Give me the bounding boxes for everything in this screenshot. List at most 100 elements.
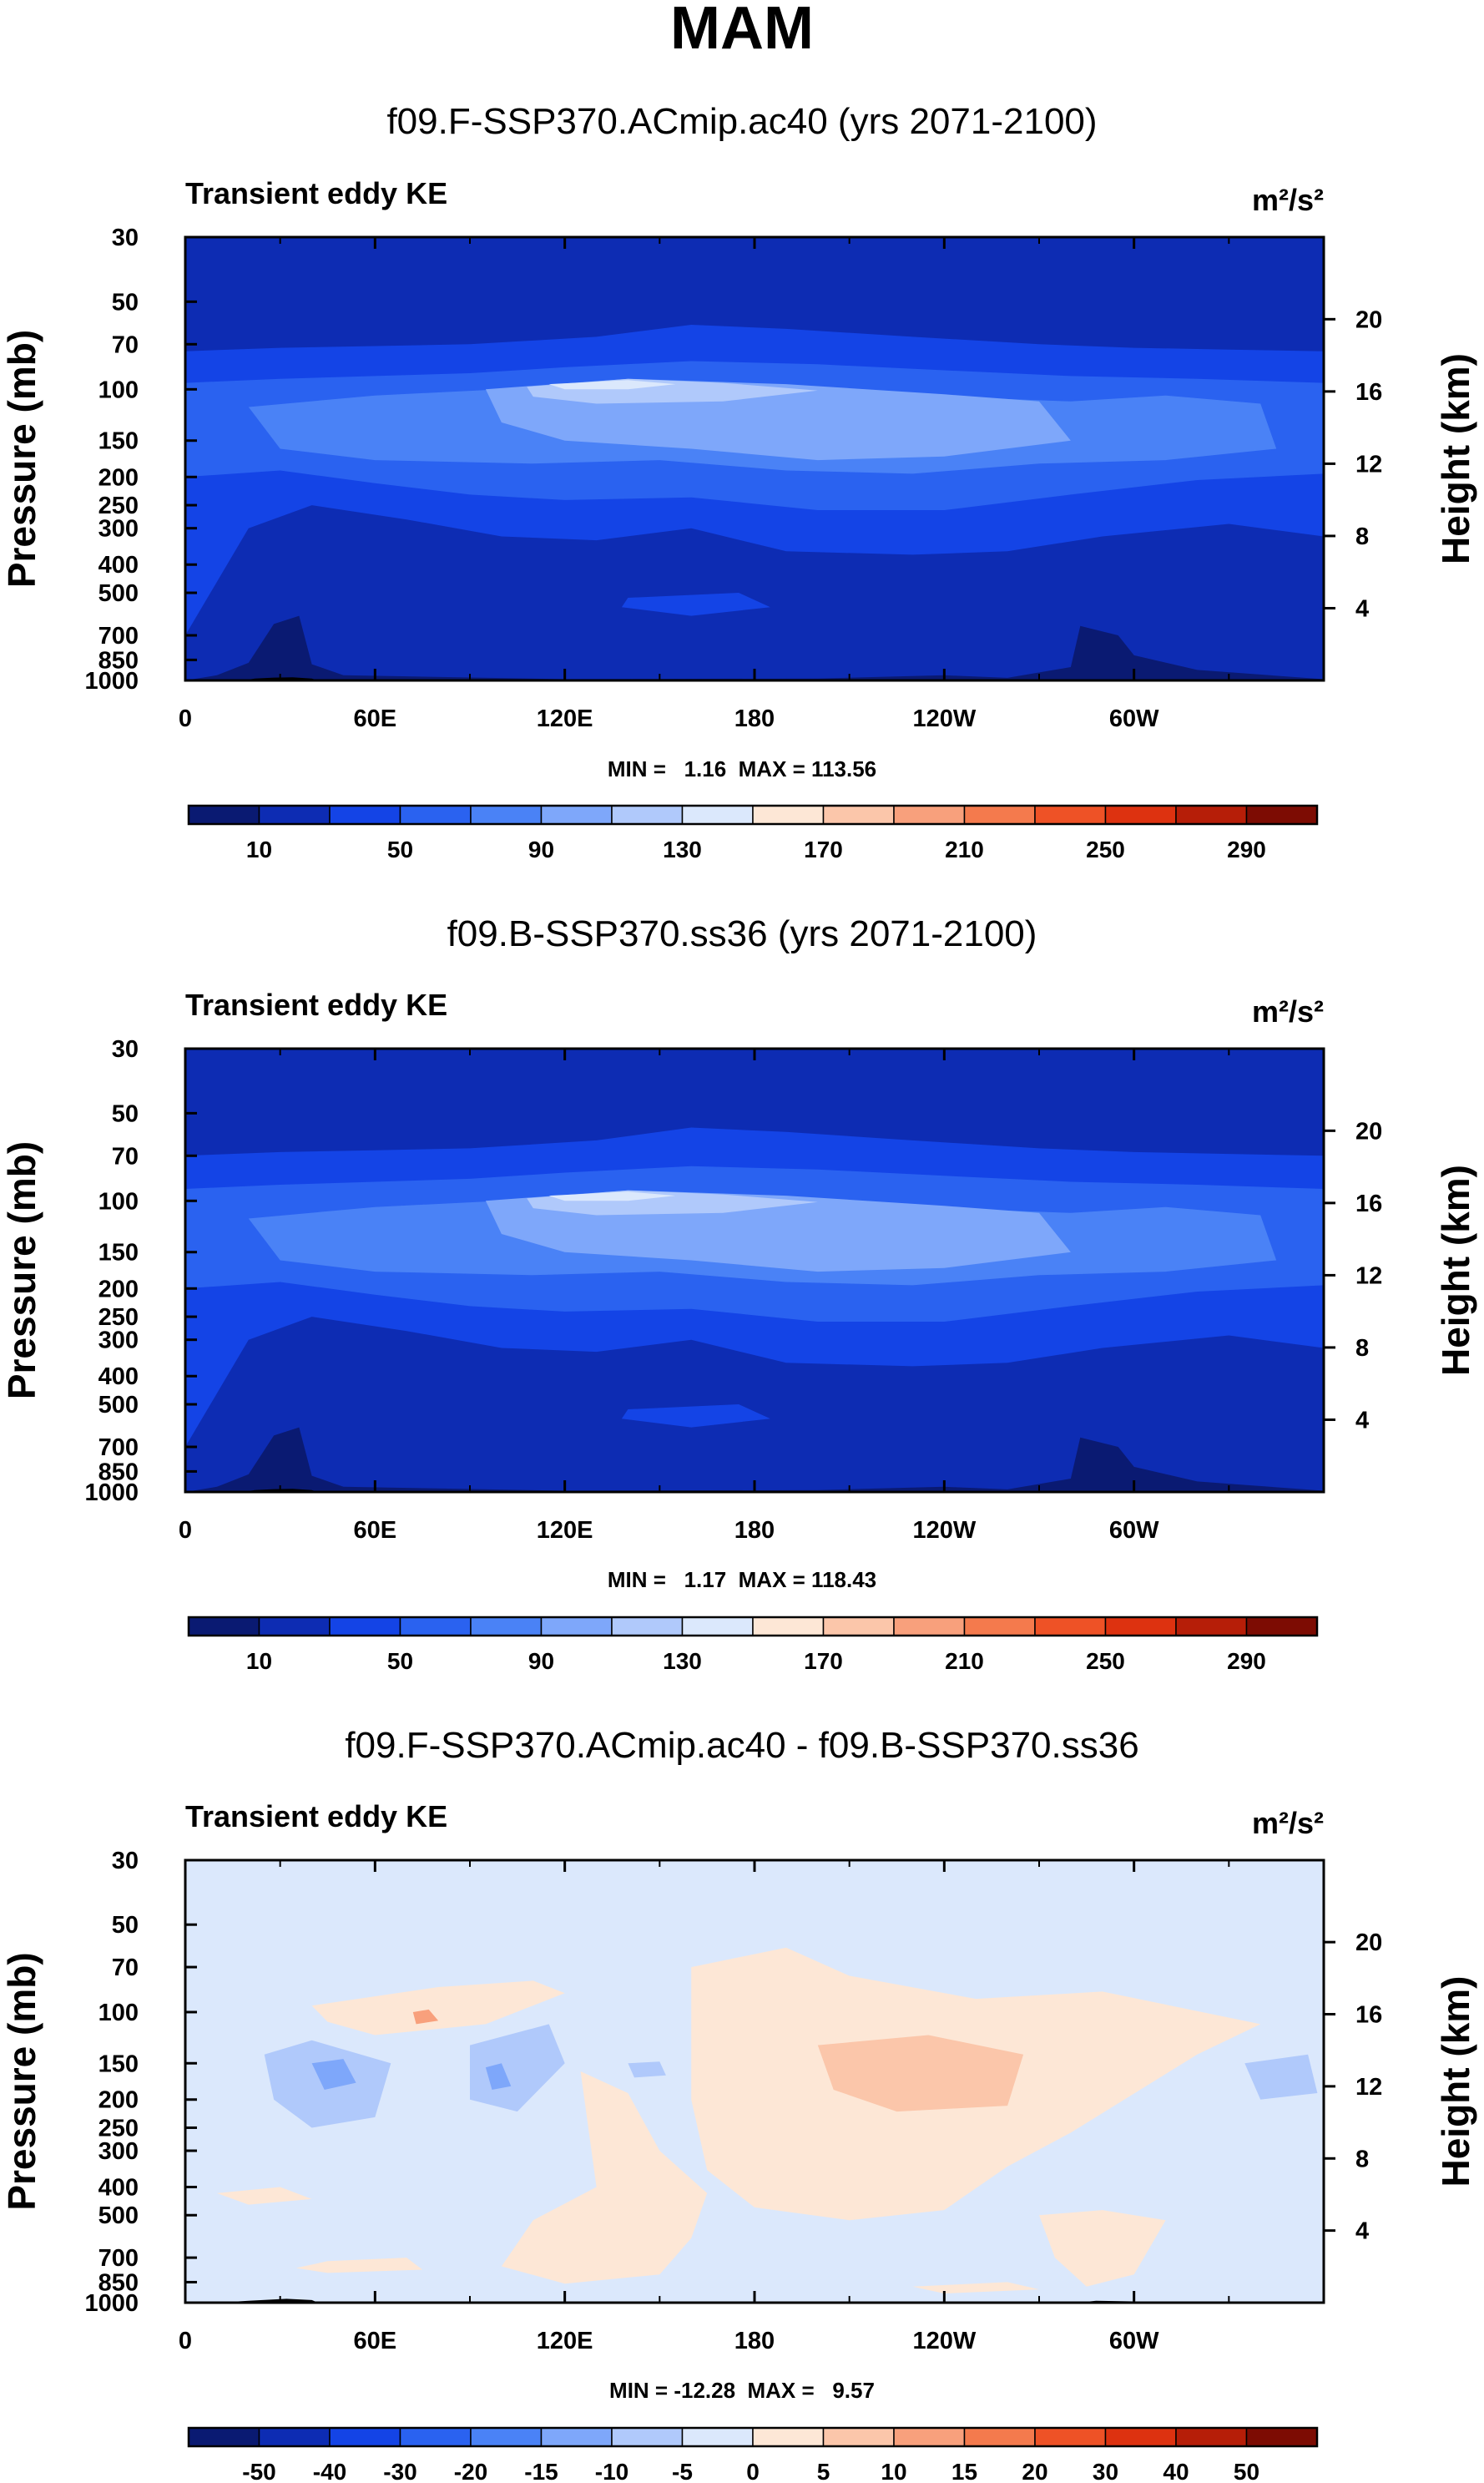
contour-level [548,1191,676,1201]
height-tick-label: 4 [1355,595,1369,622]
pressure-tick-label: 100 [98,377,139,403]
colorbar-label: 250 [1086,837,1125,862]
pressure-tick-label: 200 [98,2087,139,2114]
pressure-tick-label: 400 [98,552,139,579]
min-max-label: MIN = -12.28 MAX = 9.57 [609,2378,875,2403]
contour-level [628,2061,666,2078]
contour-level [185,615,1324,680]
colorbar-swatch [963,1616,1036,1636]
colorbar-swatch [963,2427,1036,2447]
x-tick-label: 60E [354,2328,397,2354]
colorbar-swatch [893,1616,966,1636]
pressure-tick-label: 400 [98,2175,139,2202]
contour-level [621,593,770,616]
figure-title: MAM [670,0,814,62]
colorbar-label: -15 [524,2459,558,2483]
pressure-tick-label: 700 [98,1434,139,1461]
colorbar-swatch [893,2427,966,2447]
variable-label: Transient eddy KE [185,176,447,210]
colorbar-label: 290 [1227,1648,1266,1674]
height-tick-label: 4 [1355,1407,1369,1434]
min-max-label: MIN = 1.17 MAX = 118.43 [608,1567,876,1592]
contour-level [185,1427,1324,1492]
colorbar-swatch [681,1616,754,1636]
colorbar-swatch [329,2427,401,2447]
x-tick-label: 120E [537,1517,593,1544]
colorbar-swatch [611,1616,684,1636]
colorbar-label: 10 [246,1648,272,1674]
colorbar-swatch [1175,1616,1248,1636]
colorbar-label: 130 [663,1648,702,1674]
contour-level [485,2063,512,2090]
x-tick-label: 60E [354,705,397,732]
colorbar-swatch [1175,2427,1248,2447]
pressure-tick-label: 300 [98,2138,139,2165]
colorbar-label: -40 [313,2459,346,2483]
pressure-tick-label: 1000 [84,668,139,695]
colorbar-swatch [470,805,543,825]
colorbar-swatch [822,2427,895,2447]
contour-level [621,1404,770,1428]
height-tick-label: 8 [1355,1335,1369,1362]
x-tick-label: 60W [1109,705,1159,732]
colorbar-swatch [1104,1616,1177,1636]
pressure-tick-label: 70 [112,331,139,358]
panel-subtitle: f09.F-SSP370.ACmip.ac40 - f09.B-SSP370.s… [345,1725,1138,1766]
colorbar-swatch [329,1616,401,1636]
colorbar-swatch [540,805,613,825]
colorbar: 10 50 90 130 170 210 250 290 [187,1616,1319,1674]
colorbar-label: 130 [663,837,702,862]
pressure-tick-label: 70 [112,1143,139,1170]
colorbar-swatch [963,805,1036,825]
contour-level [295,2258,423,2273]
contour-level [216,2187,312,2205]
units-label: m²/s² [1252,994,1324,1029]
pressure-tick-label: 30 [112,1848,139,1874]
pressure-tick-label: 500 [98,580,139,607]
contour-level [470,2024,565,2112]
colorbar-label: 290 [1227,837,1266,862]
pressure-tick-label: 500 [98,2202,139,2229]
height-tick-label: 12 [1355,451,1382,478]
colorbar-swatch [1034,1616,1107,1636]
pressure-tick-label: 250 [98,493,139,519]
contour-level [912,2282,1039,2293]
contour-level [311,1980,565,2035]
min-max-label: MIN = 1.16 MAX = 113.56 [608,756,876,781]
x-tick-label: 0 [179,1517,192,1544]
height-tick-label: 20 [1355,306,1382,333]
colorbar-swatch [822,805,895,825]
colorbar-swatch [1034,2427,1107,2447]
pressure-tick-label: 250 [98,2115,139,2142]
pressure-tick-label: 200 [98,464,139,491]
pressure-tick-label: 150 [98,428,139,455]
variable-label: Transient eddy KE [185,988,447,1022]
pressure-tick-label: 200 [98,1276,139,1302]
pressure-tick-label: 250 [98,1304,139,1331]
pressure-tick-label: 50 [112,1100,139,1127]
height-tick-label: 4 [1355,2218,1369,2245]
colorbar-label: 170 [804,1648,843,1674]
colorbar-label: -50 [242,2459,275,2483]
colorbar-swatch [470,1616,543,1636]
height-axis-title: Height (km) [1434,353,1477,564]
colorbar-swatch [399,805,472,825]
variable-label: Transient eddy KE [185,1799,447,1833]
colorbar-label: 90 [528,1648,554,1674]
x-tick-label: 180 [734,1517,775,1544]
colorbar-label: -5 [672,2459,693,2483]
pressure-tick-label: 150 [98,2051,139,2077]
colorbar-label: -20 [454,2459,487,2483]
x-tick-label: 120W [912,705,976,732]
height-tick-label: 8 [1355,2146,1369,2172]
contour-level [412,2009,439,2025]
x-tick-label: 60W [1109,1517,1159,1544]
colorbar-swatch [752,1616,825,1636]
pressure-tick-label: 850 [98,1459,139,1485]
colorbar-swatch [1034,805,1107,825]
colorbar-swatch [258,1616,331,1636]
x-tick-label: 0 [179,2328,192,2354]
colorbar-frame [187,1616,1319,1637]
pressure-tick-label: 1000 [84,2290,139,2317]
